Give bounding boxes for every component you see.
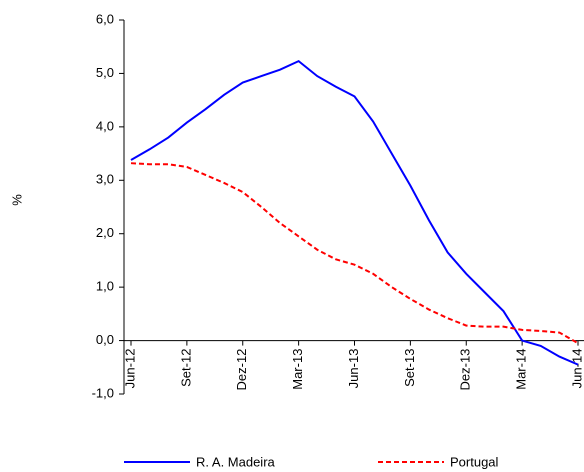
y-tick-label: 1,0 xyxy=(96,279,114,294)
x-tick-label: Set-13 xyxy=(402,349,417,387)
legend-label: Portugal xyxy=(450,454,499,469)
y-tick-label: 0,0 xyxy=(96,332,114,347)
x-tick-label: Dez-12 xyxy=(234,349,249,391)
x-tick-label: Set-12 xyxy=(178,349,193,387)
x-tick-label: Jun-14 xyxy=(569,349,584,389)
y-tick-label: 6,0 xyxy=(96,11,114,26)
x-tick-label: Dez-13 xyxy=(458,349,473,391)
legend-label: R. A. Madeira xyxy=(196,454,276,469)
y-tick-label: -1,0 xyxy=(92,385,114,400)
x-tick-label: Mar-14 xyxy=(514,349,529,390)
y-tick-label: 5,0 xyxy=(96,65,114,80)
y-axis-label: % xyxy=(9,194,24,206)
x-tick-label: Mar-13 xyxy=(290,349,305,390)
series-line xyxy=(130,59,579,366)
x-tick-label: Jun-12 xyxy=(122,349,137,389)
y-tick-label: 3,0 xyxy=(96,172,114,187)
y-tick-label: 4,0 xyxy=(96,118,114,133)
series-line xyxy=(130,162,579,345)
y-tick-label: 2,0 xyxy=(96,225,114,240)
x-tick-label: Jun-13 xyxy=(346,349,361,389)
